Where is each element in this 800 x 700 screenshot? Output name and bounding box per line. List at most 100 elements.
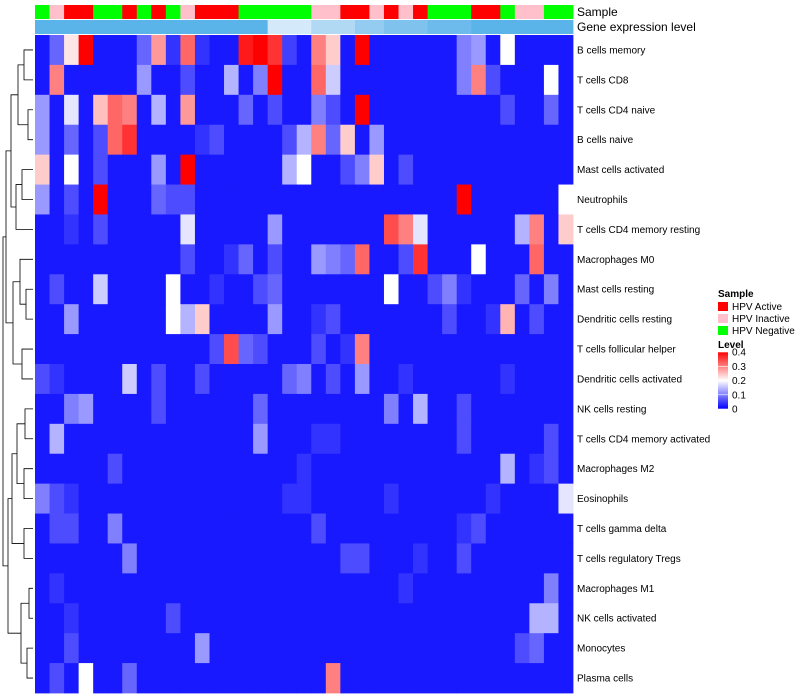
heatmap-cell bbox=[238, 364, 254, 395]
sample-annotation-cell bbox=[209, 5, 225, 19]
heatmap-cell bbox=[122, 513, 138, 544]
heatmap-cell bbox=[500, 274, 516, 305]
heatmap-cell bbox=[267, 423, 283, 455]
heatmap-cell bbox=[514, 184, 530, 215]
heatmap-cell bbox=[136, 483, 152, 514]
heatmap-cell bbox=[107, 364, 123, 395]
heatmap-cell bbox=[471, 364, 487, 395]
heatmap-cell bbox=[354, 274, 370, 305]
heatmap-cell bbox=[238, 513, 254, 544]
heatmap-cell bbox=[49, 304, 65, 335]
expression-annotation-cell bbox=[194, 20, 210, 34]
heatmap-cell bbox=[238, 35, 254, 66]
heatmap-cell bbox=[107, 154, 123, 185]
heatmap-cell bbox=[49, 364, 65, 395]
heatmap-cell bbox=[500, 304, 516, 335]
heatmap-cell bbox=[456, 35, 472, 66]
dendrogram-branch bbox=[11, 453, 24, 544]
heatmap-cell bbox=[485, 124, 501, 156]
heatmap-cell bbox=[383, 334, 399, 365]
heatmap-cell bbox=[325, 543, 341, 574]
heatmap-cell bbox=[558, 364, 574, 395]
heatmap-cell bbox=[93, 184, 109, 215]
heatmap-cell bbox=[514, 304, 530, 335]
heatmap-cell bbox=[136, 64, 152, 96]
heatmap-cell bbox=[340, 244, 356, 275]
heatmap-cell bbox=[500, 154, 516, 185]
sample-annotation-cell bbox=[500, 5, 516, 19]
heatmap-cell bbox=[35, 573, 50, 604]
heatmap-cell bbox=[165, 663, 181, 694]
heatmap-cell bbox=[78, 603, 94, 634]
sample-annotation-bar bbox=[35, 5, 574, 19]
heatmap-cell bbox=[136, 543, 152, 574]
heatmap-cell bbox=[558, 573, 574, 604]
expression-annotation-cell bbox=[78, 20, 94, 34]
heatmap-cell bbox=[35, 94, 50, 126]
heatmap-cell bbox=[529, 214, 545, 245]
heatmap-cell bbox=[35, 154, 50, 185]
heatmap-cell bbox=[136, 244, 152, 275]
heatmap-cell bbox=[325, 64, 341, 96]
heatmap-cell bbox=[78, 35, 94, 66]
heatmap-cell bbox=[165, 573, 181, 604]
heatmap-cell bbox=[151, 423, 167, 455]
heatmap-cell bbox=[471, 214, 487, 245]
heatmap-cell bbox=[369, 304, 385, 335]
heatmap-cell bbox=[369, 453, 385, 485]
heatmap-cell bbox=[165, 94, 181, 126]
expression-annotation-cell bbox=[238, 20, 254, 34]
heatmap-cell bbox=[49, 64, 65, 96]
heatmap-cell bbox=[442, 94, 458, 126]
heatmap-cell bbox=[558, 214, 574, 245]
dendrogram-branch bbox=[17, 64, 28, 126]
heatmap-cell bbox=[107, 64, 123, 96]
heatmap-cell bbox=[383, 423, 399, 455]
heatmap-cell bbox=[136, 364, 152, 395]
heatmap-cell bbox=[514, 513, 530, 544]
heatmap-cell bbox=[165, 274, 181, 305]
heatmap-cell bbox=[485, 304, 501, 335]
expression-annotation-cell bbox=[122, 20, 138, 34]
heatmap-cell bbox=[224, 513, 239, 544]
heatmap-cell bbox=[514, 633, 530, 664]
heatmap-cell bbox=[529, 453, 545, 485]
heatmap-cell bbox=[49, 633, 65, 664]
heatmap-cell bbox=[354, 64, 370, 96]
heatmap-cell bbox=[340, 423, 356, 455]
row-label: T cells CD4 memory activated bbox=[577, 434, 710, 445]
level-tick-label: 0.1 bbox=[732, 390, 746, 401]
heatmap-cell bbox=[165, 513, 181, 544]
row-label: Plasma cells bbox=[577, 674, 633, 685]
heatmap-cell bbox=[49, 35, 65, 66]
heatmap-cell bbox=[165, 35, 181, 66]
heatmap-cell bbox=[398, 274, 414, 305]
sample-annotation-cell bbox=[93, 5, 109, 19]
heatmap-cell bbox=[35, 423, 50, 455]
heatmap-cell bbox=[107, 244, 123, 275]
heatmap-cell bbox=[136, 184, 152, 215]
heatmap-cell bbox=[500, 483, 516, 514]
heatmap-cell bbox=[383, 214, 399, 245]
heatmap-cell bbox=[427, 453, 443, 485]
heatmap-cell bbox=[49, 393, 65, 425]
heatmap-cell bbox=[558, 154, 574, 185]
heatmap-cell bbox=[151, 453, 167, 485]
heatmap-cell bbox=[485, 543, 501, 574]
heatmap-cell bbox=[383, 393, 399, 425]
heatmap-cell bbox=[136, 154, 152, 185]
heatmap-cell bbox=[93, 513, 109, 544]
expression-annotation-cell bbox=[340, 20, 356, 34]
heatmap-cell bbox=[529, 513, 545, 544]
heatmap-cell bbox=[485, 603, 501, 634]
heatmap-cell bbox=[253, 184, 269, 215]
heatmap-cell bbox=[78, 304, 94, 335]
heatmap-cell bbox=[543, 483, 559, 514]
heatmap-cell bbox=[238, 214, 254, 245]
expression-annotation-cell bbox=[529, 20, 545, 34]
heatmap-cell bbox=[427, 124, 443, 156]
heatmap-cell bbox=[500, 453, 516, 485]
heatmap-cell bbox=[500, 393, 516, 425]
heatmap-cell bbox=[398, 633, 414, 664]
sample-annotation-cell bbox=[165, 5, 181, 19]
